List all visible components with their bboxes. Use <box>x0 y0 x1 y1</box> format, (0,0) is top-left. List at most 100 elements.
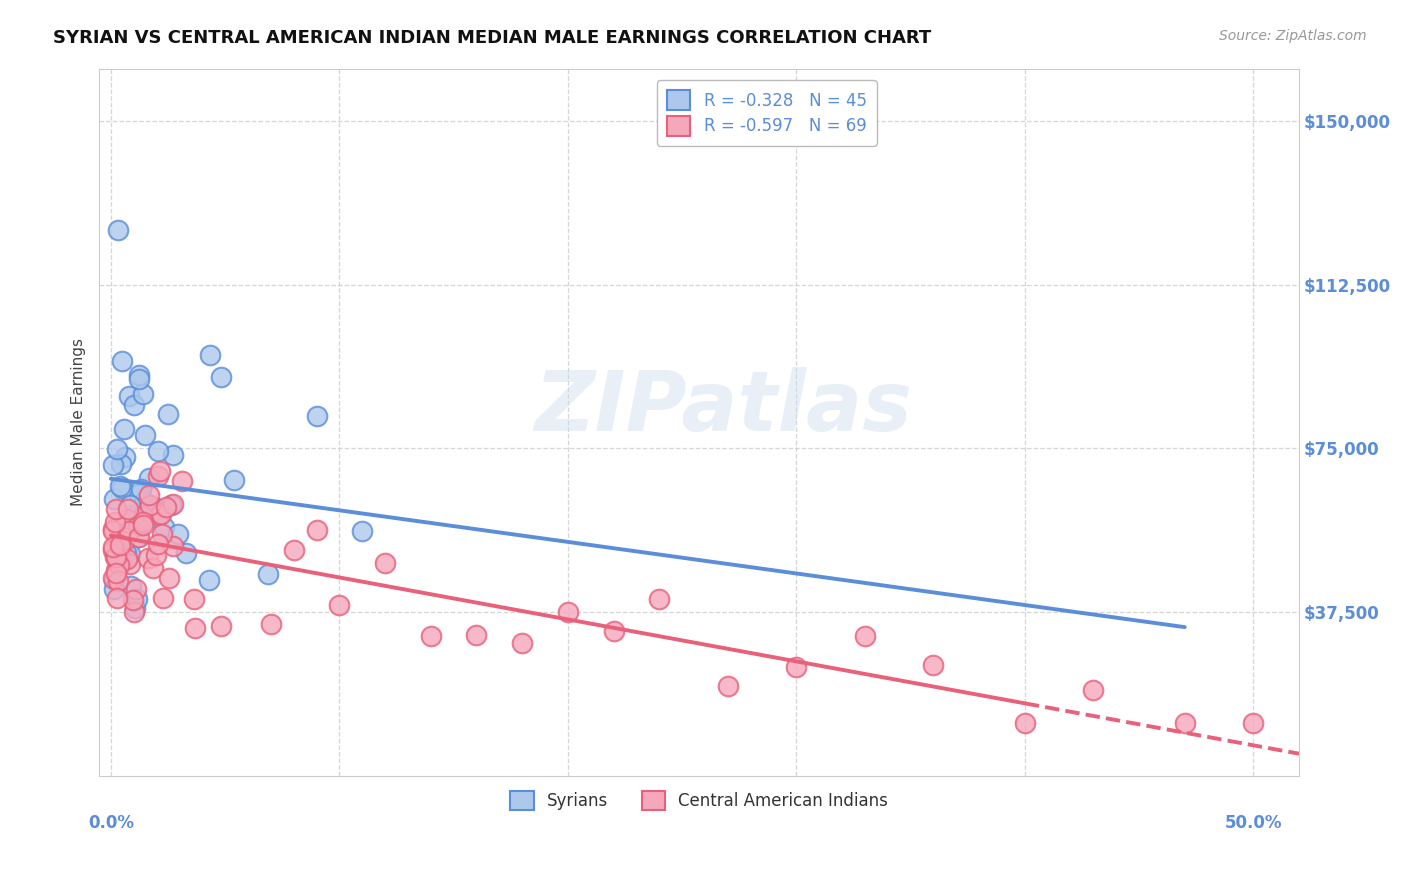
Point <box>114 450 136 465</box>
Point <box>510 636 533 650</box>
Point <box>118 389 141 403</box>
Point <box>152 519 174 533</box>
Point <box>183 592 205 607</box>
Point <box>1083 682 1105 697</box>
Point <box>138 488 160 502</box>
Point <box>103 573 125 587</box>
Point <box>138 550 160 565</box>
Point <box>105 502 128 516</box>
Point <box>149 507 172 521</box>
Point <box>145 548 167 562</box>
Text: Source: ZipAtlas.com: Source: ZipAtlas.com <box>1219 29 1367 43</box>
Point <box>107 558 129 572</box>
Point <box>209 619 232 633</box>
Point <box>120 579 142 593</box>
Point <box>101 571 124 585</box>
Point <box>134 428 156 442</box>
Text: SYRIAN VS CENTRAL AMERICAN INDIAN MEDIAN MALE EARNINGS CORRELATION CHART: SYRIAN VS CENTRAL AMERICAN INDIAN MEDIAN… <box>53 29 932 46</box>
Point <box>118 558 141 572</box>
Point <box>138 498 160 512</box>
Point <box>785 659 807 673</box>
Point <box>305 523 328 537</box>
Point <box>104 515 127 529</box>
Point <box>101 524 124 538</box>
Point <box>118 524 141 538</box>
Point <box>122 605 145 619</box>
Point <box>557 605 579 619</box>
Point <box>105 442 128 456</box>
Point <box>105 549 128 564</box>
Point <box>648 591 671 606</box>
Point <box>115 552 138 566</box>
Point <box>118 498 141 512</box>
Point <box>132 495 155 509</box>
Point <box>125 582 148 596</box>
Point <box>101 458 124 472</box>
Legend: Syrians, Central American Indians: Syrians, Central American Indians <box>503 784 894 817</box>
Point <box>209 370 232 384</box>
Y-axis label: Median Male Earnings: Median Male Earnings <box>72 338 86 506</box>
Point <box>305 409 328 423</box>
Point <box>132 509 155 524</box>
Point <box>198 348 221 362</box>
Point <box>118 547 141 561</box>
Point <box>156 407 179 421</box>
Point <box>101 540 124 554</box>
Point <box>1174 716 1197 731</box>
Point <box>101 522 124 536</box>
Point <box>465 627 488 641</box>
Point <box>148 468 170 483</box>
Point <box>101 543 124 558</box>
Point <box>112 422 135 436</box>
Point <box>166 527 188 541</box>
Point <box>103 492 125 507</box>
Point <box>111 481 134 495</box>
Text: 50.0%: 50.0% <box>1225 814 1282 832</box>
Point <box>128 486 150 500</box>
Point <box>131 387 153 401</box>
Point <box>853 629 876 643</box>
Point <box>717 679 740 693</box>
Point <box>105 566 128 580</box>
Point <box>124 507 146 521</box>
Point <box>328 598 350 612</box>
Point <box>152 591 174 605</box>
Point <box>146 443 169 458</box>
Point <box>184 621 207 635</box>
Point <box>283 543 305 558</box>
Point <box>110 457 132 471</box>
Point <box>172 474 194 488</box>
Point <box>157 571 180 585</box>
Point <box>198 573 221 587</box>
Point <box>115 546 138 560</box>
Point <box>131 482 153 496</box>
Point <box>107 223 129 237</box>
Point <box>110 547 132 561</box>
Point <box>602 624 624 639</box>
Point <box>155 500 177 515</box>
Point <box>125 591 148 606</box>
Point <box>352 524 374 538</box>
Point <box>105 591 128 605</box>
Point <box>112 533 135 548</box>
Point <box>142 560 165 574</box>
Point <box>256 567 278 582</box>
Point <box>117 501 139 516</box>
Point <box>128 372 150 386</box>
Point <box>132 518 155 533</box>
Point <box>132 515 155 529</box>
Point <box>145 500 167 515</box>
Text: ZIPatlas: ZIPatlas <box>534 368 912 449</box>
Point <box>104 563 127 577</box>
Point <box>260 616 283 631</box>
Point <box>162 448 184 462</box>
Point <box>162 497 184 511</box>
Point <box>127 530 149 544</box>
Point <box>103 582 125 597</box>
Point <box>122 593 145 607</box>
Point <box>224 474 246 488</box>
Point <box>374 556 396 570</box>
Point <box>162 539 184 553</box>
Point <box>122 398 145 412</box>
Point <box>149 465 172 479</box>
